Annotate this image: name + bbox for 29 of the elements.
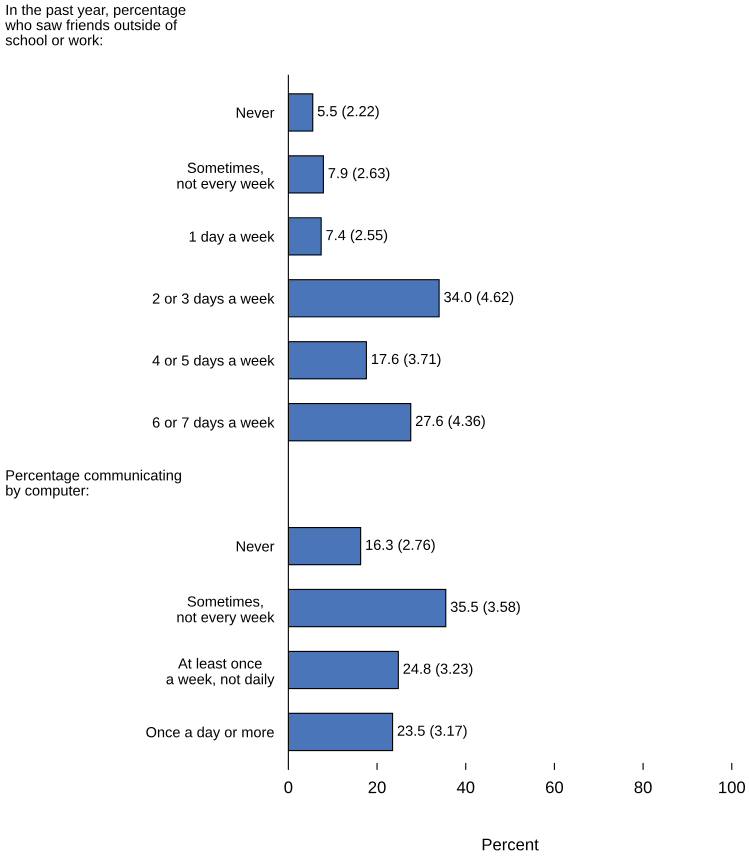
data-label: 7.9 (2.63) xyxy=(328,168,390,182)
y-tick-label: Sometimes, not every week xyxy=(177,162,275,192)
x-tick-label: 0 xyxy=(284,781,292,794)
y-tick-label: Once a day or more xyxy=(146,726,274,740)
data-label: 35.5 (3.58) xyxy=(450,601,520,615)
data-label: 34.0 (4.62) xyxy=(444,291,514,306)
y-tick-label: 6 or 7 days a week xyxy=(152,416,275,430)
y-tick-label: At least once a week, not daily xyxy=(166,658,274,688)
data-label: 23.5 (3.17) xyxy=(398,725,467,739)
y-tick-label: Never xyxy=(236,108,274,118)
data-label: 5.5 (2.22) xyxy=(318,106,379,120)
x-tick-label: 100 xyxy=(719,781,746,794)
text: Percentage communicating by computer: xyxy=(6,470,182,499)
text: In the past year, percentage who saw friends outside of school or work: xyxy=(5,4,186,46)
x-tick-label: 60 xyxy=(546,781,564,794)
y-tick-label: Sometimes, not every week xyxy=(177,596,275,626)
y-tick-label: 4 or 5 days a week xyxy=(152,354,275,369)
data-label: 7.4 (2.55) xyxy=(326,230,388,244)
y-tick-label: Never xyxy=(236,541,274,552)
y-tick-label: 2 or 3 days a week xyxy=(152,293,275,307)
data-label: 16.3 (2.76) xyxy=(366,539,435,553)
data-label: 27.6 (4.36) xyxy=(416,415,485,429)
x-axis-title: Percent xyxy=(482,838,539,850)
data-label: 24.8 (3.23) xyxy=(404,663,472,677)
x-tick-label: 20 xyxy=(368,781,386,794)
data-label: 17.6 (3.71) xyxy=(372,353,440,368)
x-tick-label: 40 xyxy=(456,781,474,794)
x-tick-label: 80 xyxy=(634,781,652,794)
y-tick-label: 1 day a week xyxy=(190,231,274,245)
